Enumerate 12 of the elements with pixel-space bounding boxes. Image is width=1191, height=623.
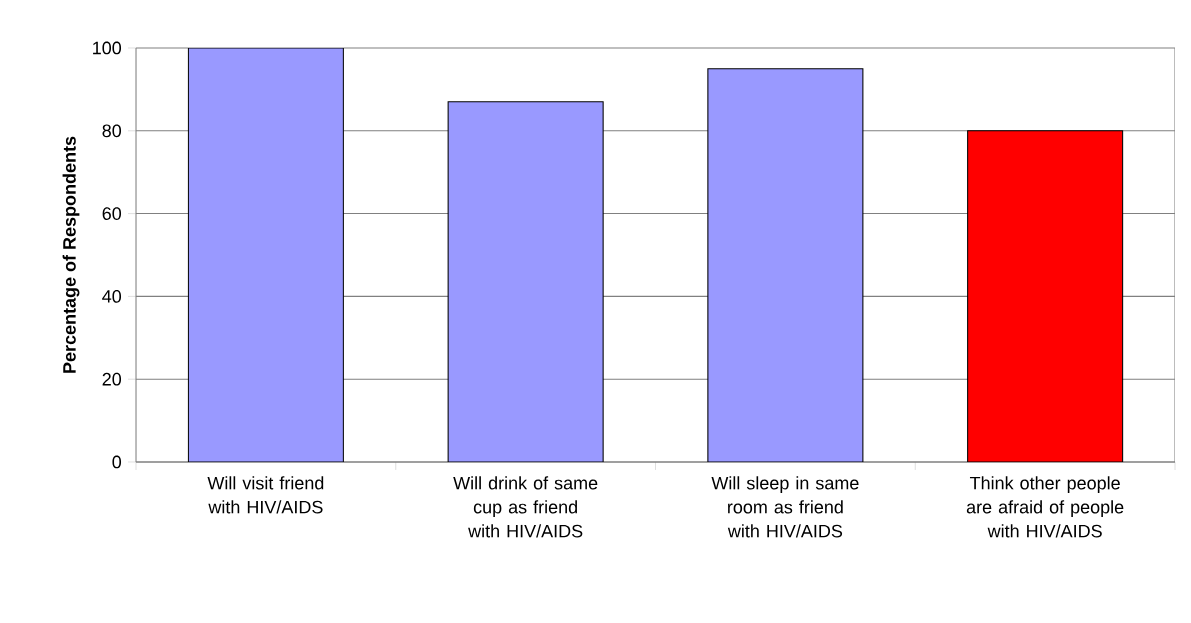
x-tick-label: Will drink of same cup as friend with HIV/AIDS xyxy=(453,476,598,538)
y-tick-label: 20 xyxy=(102,372,122,386)
x-tick-label: Will sleep in same room as friend with HIV/AIDS xyxy=(711,476,859,538)
x-tick-label: Will visit friend with HIV/AIDS xyxy=(207,476,324,514)
y-tick-label: 80 xyxy=(102,124,122,138)
bar xyxy=(187,47,344,462)
y-axis-title: Percentage of Respondents xyxy=(62,136,80,373)
y-tick-label: 100 xyxy=(93,41,122,55)
x-tick-label: Think other people are afraid of people with HIV/AIDS xyxy=(966,476,1124,538)
y-tick-label: 60 xyxy=(102,207,122,220)
y-tick-label: 40 xyxy=(102,290,122,303)
y-tick-label: 0 xyxy=(112,455,122,469)
